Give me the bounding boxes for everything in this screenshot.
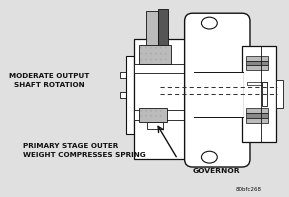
Bar [246,65,268,70]
Bar [134,63,194,73]
Circle shape [140,115,142,117]
Circle shape [155,115,157,117]
Text: PRIMARY STAGE OUTER
WEIGHT COMPRESSES SPRING: PRIMARY STAGE OUTER WEIGHT COMPRESSES SP… [23,143,146,158]
Bar [246,56,268,60]
Bar [146,11,158,46]
Ellipse shape [201,17,217,29]
Bar [194,72,243,117]
Circle shape [160,47,162,49]
Circle shape [155,110,157,112]
Bar [134,110,194,120]
Bar [139,45,171,64]
Text: 80bfc268: 80bfc268 [236,187,262,192]
Bar [134,39,194,159]
Circle shape [145,115,147,117]
Bar [120,72,126,78]
Circle shape [165,59,167,60]
Circle shape [160,115,162,117]
Circle shape [155,47,157,49]
Ellipse shape [201,151,217,163]
Bar [139,108,167,122]
Circle shape [150,115,152,117]
Circle shape [150,59,152,60]
Bar [242,46,276,142]
Bar [158,9,168,46]
Circle shape [155,53,157,55]
Circle shape [160,110,162,112]
Bar [246,113,268,118]
Bar [120,92,126,98]
Bar [246,108,268,113]
Circle shape [165,53,167,55]
Circle shape [150,110,152,112]
Circle shape [155,59,157,60]
Circle shape [145,47,147,49]
FancyBboxPatch shape [185,13,250,167]
Bar [247,82,267,85]
Circle shape [160,59,162,60]
Text: MODERATE OUTPUT
  SHAFT ROTATION: MODERATE OUTPUT SHAFT ROTATION [9,73,90,87]
Bar [147,122,163,129]
Text: GOVERNOR: GOVERNOR [192,168,240,174]
Circle shape [150,47,152,49]
Circle shape [160,53,162,55]
Circle shape [145,53,147,55]
Bar [126,56,134,135]
Bar [246,118,268,123]
Bar [262,82,267,106]
Circle shape [140,110,142,112]
Circle shape [145,59,147,60]
Circle shape [165,47,167,49]
Circle shape [150,53,152,55]
Bar [246,60,268,65]
Circle shape [140,53,142,55]
Circle shape [140,59,142,60]
Circle shape [140,47,142,49]
Circle shape [145,110,147,112]
Bar [276,80,283,108]
